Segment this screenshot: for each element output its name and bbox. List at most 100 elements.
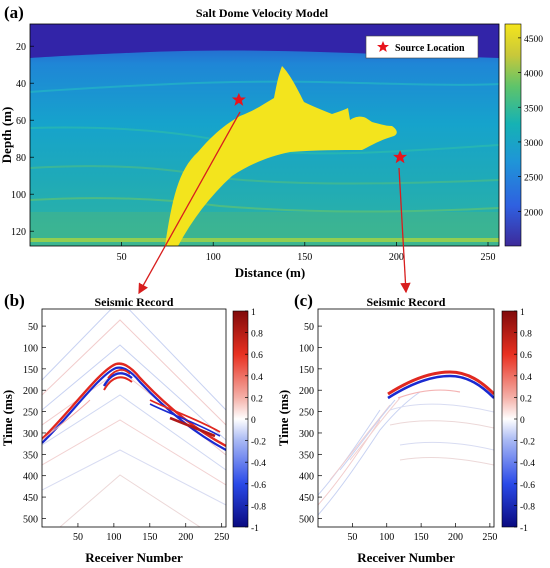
colorbar-tick-label: -0.4 [251, 459, 266, 469]
x-tick-label: 200 [389, 252, 404, 263]
panel-c-label: (c) [294, 291, 313, 310]
x-tick-label: 250 [214, 532, 229, 543]
y-tick-label: 150 [23, 365, 38, 376]
colorbar-tick-label: 0.8 [520, 330, 532, 340]
panel-a-y-ticks: 20 40 60 80 100 120 [11, 42, 34, 238]
y-tick-label: 450 [23, 493, 38, 504]
y-tick-label: 100 [23, 343, 38, 354]
panel-b-y-ticks: 50 100 150 200 250 300 350 400 450 500 [23, 322, 46, 525]
seismic-record-b-image [42, 309, 226, 527]
panel-b-label: (b) [4, 291, 25, 310]
colorbar-tick-label: 0.2 [520, 394, 532, 404]
y-tick-label: 500 [299, 514, 314, 525]
panel-a-ylabel: Depth (m) [0, 107, 14, 164]
x-tick-label: 100 [206, 252, 221, 263]
colorbar-tick-label: 4000 [524, 70, 543, 80]
colorbar-tick-label: 2000 [524, 208, 543, 218]
y-tick-label: 350 [23, 450, 38, 461]
colorbar-tick-label: 0.4 [251, 373, 263, 383]
y-tick-label: 500 [23, 514, 38, 525]
panel-a-title: Salt Dome Velocity Model [196, 6, 329, 20]
panel-a-x-ticks: 50 100 150 200 250 [117, 242, 496, 263]
panel-b: (b) Seismic Record 50 100 150 2 [0, 291, 266, 565]
x-tick-label: 50 [347, 532, 357, 543]
source-markers [231, 92, 408, 164]
velocity-colorbar [504, 23, 522, 247]
panel-a-label: (a) [4, 3, 24, 22]
colorbar-tick-label: -0.8 [520, 502, 535, 512]
y-tick-label: 300 [299, 429, 314, 440]
source-star-icon [231, 92, 246, 106]
y-tick-label: 200 [23, 386, 38, 397]
salt-body [165, 66, 397, 246]
arrow-to-panel-b [138, 111, 241, 295]
colorbar-tick-label: -1 [520, 524, 528, 534]
x-tick-label: 150 [142, 532, 157, 543]
seismic-record-c-image [318, 309, 494, 527]
colorbar-tick-label: 4500 [524, 35, 543, 45]
panel-c-ylabel: Time (ms) [276, 390, 291, 446]
seismic-colorbar-c-ticks: 1 0.8 0.6 0.4 0.2 0 -0.2 -0.4 -0.6 -0.8 -1 [514, 308, 535, 534]
panel-c-xlabel: Receiver Number [357, 550, 455, 565]
x-tick-label: 100 [379, 532, 394, 543]
panel-b-xlabel: Receiver Number [85, 550, 183, 565]
y-tick-label: 120 [11, 227, 26, 238]
y-tick-label: 450 [299, 493, 314, 504]
colorbar-tick-label: 0.2 [251, 394, 263, 404]
colorbar-tick-label: 1 [520, 308, 525, 318]
colorbar-tick-label: -0.6 [251, 481, 266, 491]
y-tick-label: 250 [299, 408, 314, 419]
y-tick-label: 100 [11, 190, 26, 201]
y-tick-label: 200 [299, 386, 314, 397]
y-tick-label: 50 [28, 322, 38, 333]
colorbar-tick-label: 0 [251, 416, 256, 426]
panel-a: (a) Salt Dome Velocity Model 50 100 150 200… [0, 3, 543, 295]
colorbar-tick-label: 3000 [524, 139, 543, 149]
y-tick-label: 400 [299, 472, 314, 483]
legend: Source Location [365, 35, 479, 59]
y-tick-label: 250 [23, 408, 38, 419]
colorbar-tick-label: 3500 [524, 104, 543, 114]
y-tick-label: 350 [299, 450, 314, 461]
panel-c-y-ticks: 50 100 150 200 250 300 350 400 450 500 [299, 322, 322, 525]
panel-b-x-ticks: 50 100 150 200 250 [73, 523, 229, 543]
y-tick-label: 50 [304, 322, 314, 333]
colorbar-tick-label: 0.6 [251, 351, 263, 361]
panel-b-ylabel: Time (ms) [0, 390, 15, 446]
x-tick-label: 100 [106, 532, 121, 543]
panel-c-title: Seismic Record [367, 295, 446, 309]
colorbar-tick-label: -0.8 [251, 502, 266, 512]
panel-c-x-ticks: 50 100 150 200 250 [347, 523, 497, 543]
legend-star-icon [377, 41, 389, 52]
source-star-icon [393, 150, 408, 164]
colorbar-tick-label: 0.8 [251, 330, 263, 340]
y-tick-label: 150 [299, 365, 314, 376]
x-tick-label: 50 [73, 532, 83, 543]
velocity-colorbar-ticks: 4500 4000 3500 3000 2500 2000 [518, 35, 543, 218]
y-tick-label: 40 [16, 79, 26, 90]
colorbar-tick-label: 0.6 [520, 351, 532, 361]
y-tick-label: 400 [23, 472, 38, 483]
colorbar-tick-label: -1 [251, 524, 259, 534]
colorbar-tick-label: 0 [520, 416, 525, 426]
y-tick-label: 300 [23, 429, 38, 440]
colorbar-tick-label: -0.2 [520, 438, 535, 448]
colorbar-tick-label: 1 [251, 308, 256, 318]
x-tick-label: 250 [482, 532, 497, 543]
y-tick-label: 60 [16, 116, 26, 127]
legend-label: Source Location [395, 43, 465, 54]
colorbar-tick-label: 2500 [524, 174, 543, 184]
colorbar-tick-label: -0.6 [520, 481, 535, 491]
y-tick-label: 100 [299, 343, 314, 354]
colorbar-tick-label: 0.4 [520, 373, 532, 383]
colorbar-tick-label: -0.2 [251, 438, 266, 448]
seismic-colorbar-b-ticks: 1 0.8 0.6 0.4 0.2 0 -0.2 -0.4 -0.6 -0.8 -1 [245, 308, 266, 534]
panel-a-xlabel: Distance (m) [235, 265, 305, 280]
arrow-to-panel-c [398, 167, 411, 294]
panel-b-title: Seismic Record [95, 295, 174, 309]
x-tick-label: 50 [117, 252, 127, 263]
x-tick-label: 250 [481, 252, 496, 263]
colorbar-tick-label: -0.4 [520, 459, 535, 469]
y-tick-label: 20 [16, 42, 26, 53]
